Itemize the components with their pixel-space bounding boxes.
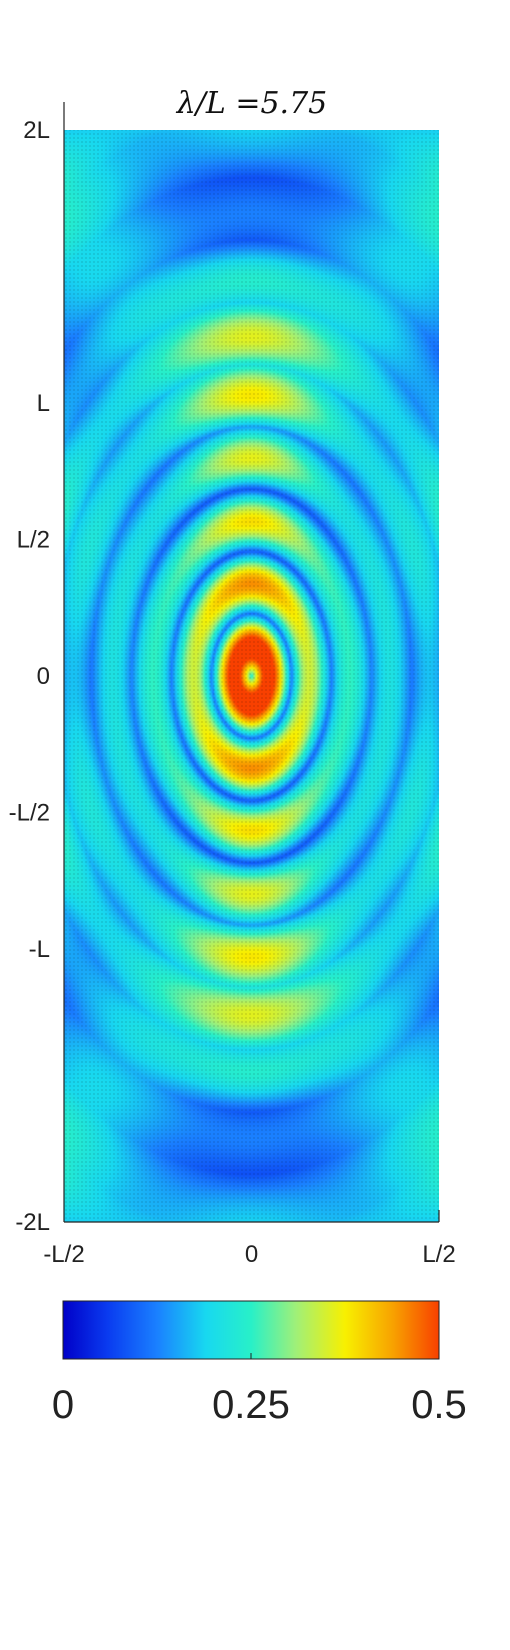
colorbar-gradient: [62, 1300, 440, 1360]
x-tick-label: -L/2: [43, 1241, 84, 1268]
colorbar-tick-label: 0.25: [212, 1383, 290, 1427]
y-tick-label: L/2: [17, 527, 50, 554]
y-tick-label: 0: [37, 663, 50, 690]
colorbar-tick-label: 0: [52, 1383, 74, 1427]
colorbar-tick-label: 0.5: [411, 1383, 467, 1427]
y-tick-label: -L: [29, 936, 50, 963]
y-tick-label: -L/2: [9, 800, 50, 827]
quiver-overlay: [64, 130, 439, 1222]
colorbar-tick-labels: 0 0.25 0.5: [52, 1383, 467, 1427]
heatmap-plot: [63, 102, 440, 1223]
chart-title: λ/L =5.75: [176, 86, 328, 121]
x-tick-labels: -L/2 0 L/2: [43, 1241, 455, 1268]
y-tick-labels: 2L L L/2 0 -L/2 -L -2L: [9, 117, 50, 1236]
x-tick-label: L/2: [422, 1241, 455, 1268]
y-tick-label: 2L: [23, 117, 50, 144]
x-tick-label: 0: [245, 1241, 258, 1268]
colorbar: 0 0.25 0.5: [52, 1300, 467, 1427]
y-tick-label: -2L: [15, 1209, 50, 1236]
y-tick-label: L: [37, 390, 50, 417]
